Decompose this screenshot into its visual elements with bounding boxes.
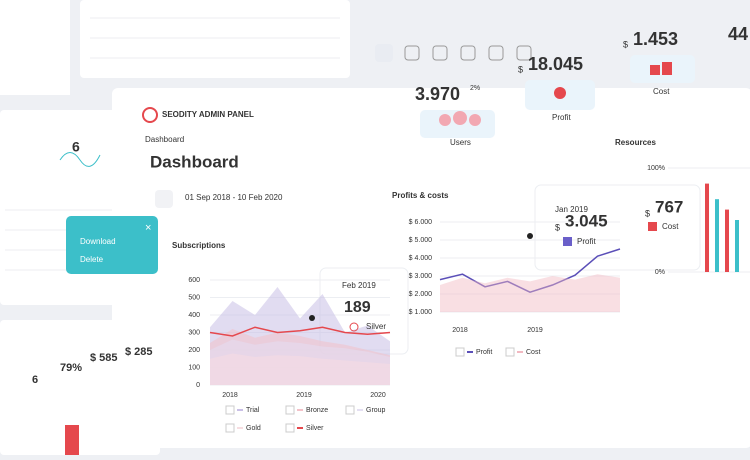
- tooltip-currency: $: [645, 208, 650, 218]
- area: [440, 274, 620, 312]
- calendar-icon: [155, 190, 173, 208]
- y-tick-label: $ 6.000: [409, 219, 432, 226]
- x-tick-label: 2018: [452, 327, 468, 334]
- tooltip-currency: $: [555, 222, 560, 232]
- stat-label: Cost: [653, 87, 670, 96]
- y-tick-label: $ 1.000: [409, 309, 432, 316]
- y-tick-label: $ 4.000: [409, 255, 432, 262]
- y-tick-label: 300: [188, 329, 200, 336]
- page-title: Dashboard: [150, 152, 239, 171]
- logo: [142, 107, 158, 123]
- tooltip-series: Silver: [366, 322, 386, 331]
- chart-title: Subscriptions: [172, 241, 226, 250]
- bar: [725, 209, 729, 272]
- cost-badge: [648, 222, 657, 231]
- legend-checkbox[interactable]: [345, 405, 355, 415]
- legend-label: Group: [366, 407, 386, 414]
- side-metric: 79%: [60, 362, 82, 374]
- legend-label: Gold: [246, 425, 261, 432]
- rocket-icon: [554, 87, 566, 99]
- brand: SEODITY ADMIN PANEL: [162, 110, 254, 119]
- chart-title: Profits & costs: [392, 191, 449, 200]
- legend-checkbox[interactable]: [285, 405, 295, 415]
- tooltip-date: Feb 2019: [342, 281, 376, 290]
- stat-label: Profit: [552, 113, 571, 122]
- table-fragment: [80, 0, 350, 78]
- sparkline: [59, 152, 101, 167]
- tooltip-label: Profit: [577, 237, 596, 246]
- bar: [735, 220, 739, 272]
- area: [210, 353, 390, 385]
- side-metric: $ 285: [125, 346, 153, 358]
- menu-item[interactable]: Delete: [80, 255, 104, 264]
- y-tick-label: 400: [188, 312, 200, 319]
- side-metric: $ 585: [90, 352, 118, 364]
- menu-close[interactable]: ×: [145, 222, 151, 234]
- legend-label: Bronze: [306, 407, 328, 414]
- side-metric: 6: [32, 374, 38, 386]
- legend-checkbox[interactable]: [455, 347, 465, 357]
- side-fragment: [0, 0, 70, 95]
- y-tick-label: 0%: [655, 269, 665, 276]
- coins-icon: [650, 62, 672, 75]
- bar: [715, 199, 719, 272]
- tooltip-value: 767: [655, 197, 683, 216]
- y-tick-label: $ 2.000: [409, 291, 432, 298]
- side-metric: 6: [72, 139, 80, 155]
- stat-currency: $: [518, 64, 523, 74]
- breadcrumb: Dashboard: [145, 135, 184, 144]
- y-tick-label: $ 3.000: [409, 273, 432, 280]
- stat-value: 1.453: [633, 29, 678, 49]
- x-tick-label: 2019: [296, 392, 312, 399]
- stat-currency: $: [623, 39, 628, 49]
- menu-item[interactable]: Download: [80, 237, 116, 246]
- tooltip-date: Jan 2019: [555, 205, 588, 214]
- legend-label: Profit: [476, 349, 492, 356]
- profit-badge: [563, 237, 572, 246]
- hover-point: [309, 315, 315, 321]
- left-bar: [65, 425, 79, 455]
- legend-checkbox[interactable]: [225, 423, 235, 433]
- legend-checkbox[interactable]: [285, 423, 295, 433]
- y-tick-label: 500: [188, 294, 200, 301]
- legend-checkbox[interactable]: [505, 347, 515, 357]
- line: [439, 248, 621, 294]
- x-tick-label: 2018: [222, 392, 238, 399]
- y-tick-label: 100: [188, 364, 200, 371]
- legend-label: Silver: [306, 425, 324, 432]
- stat-change: 2%: [470, 85, 480, 92]
- y-tick-label: $ 5.000: [409, 237, 432, 244]
- stat-value: 3.970: [415, 84, 460, 104]
- bar: [705, 183, 709, 272]
- x-tick-label: 2019: [527, 327, 543, 334]
- y-tick-label: 100%: [647, 165, 665, 172]
- profits-tooltip: [534, 184, 701, 271]
- x-tick-label: 2020: [370, 392, 386, 399]
- people-icons: [439, 111, 481, 126]
- context-menu: [66, 216, 158, 274]
- date-range: 01 Sep 2018 - 10 Feb 2020: [185, 193, 283, 202]
- chart-title: Resources: [615, 138, 656, 147]
- legend-label: Cost: [526, 349, 540, 356]
- tooltip-label: Cost: [662, 222, 679, 231]
- legend-label: Trial: [246, 407, 260, 414]
- y-tick-label: 200: [188, 347, 200, 354]
- nav-icons: [375, 44, 532, 62]
- hover-point: [527, 233, 533, 239]
- tooltip-value: 189: [344, 299, 371, 316]
- y-tick-label: 0: [196, 382, 200, 389]
- tooltip-star: [349, 322, 359, 332]
- y-tick-label: 600: [188, 277, 200, 284]
- line: [209, 326, 391, 337]
- table-lines: [90, 17, 340, 59]
- stat-value: 44: [728, 24, 748, 44]
- tooltip-value: 3.045: [565, 211, 608, 230]
- legend-checkbox[interactable]: [225, 405, 235, 415]
- stat-value: 18.045: [528, 54, 583, 74]
- stat-label: Users: [450, 138, 471, 147]
